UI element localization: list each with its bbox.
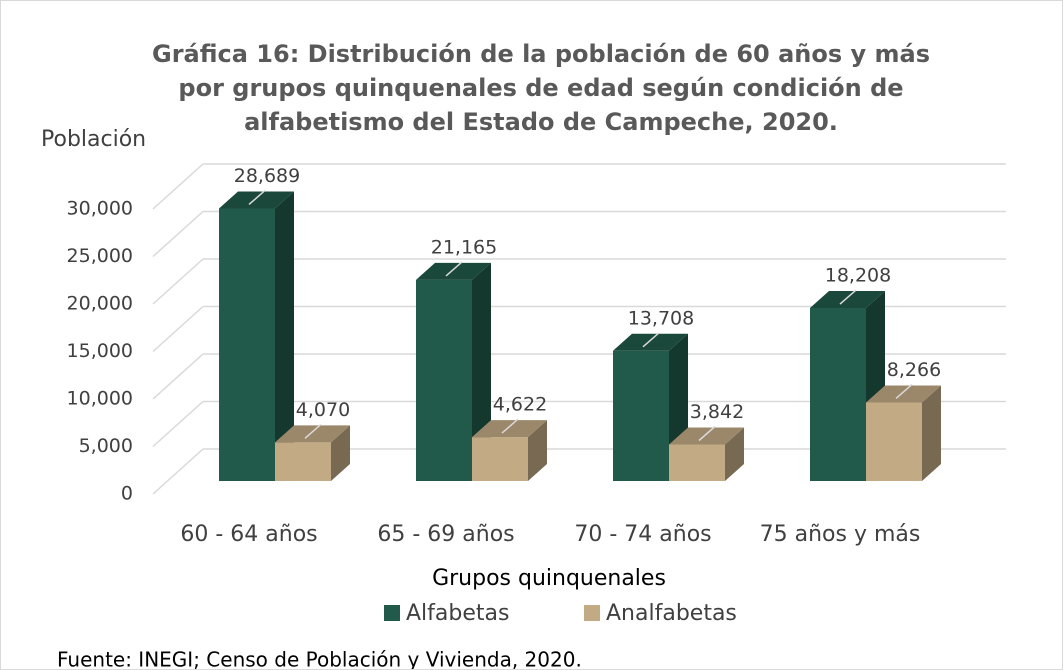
data-label: 21,165 [431, 236, 497, 258]
data-label: 3,842 [690, 401, 744, 423]
x-tick-label: 70 - 74 años [574, 522, 711, 547]
grid-line [152, 448, 204, 495]
grid-line [152, 258, 204, 305]
bar-top [416, 262, 491, 280]
data-label: 28,689 [234, 165, 300, 187]
bar-side [331, 425, 350, 481]
bar-top [669, 427, 744, 445]
data-label: 4,622 [493, 394, 547, 416]
label-leader [895, 383, 913, 400]
source: Fuente: INEGI; Censo de Población y Vivi… [57, 648, 582, 670]
y-axis-label: Población [41, 127, 146, 152]
bar [669, 444, 725, 481]
bar [866, 402, 922, 481]
x-tick-label: 75 años y más [760, 522, 921, 547]
bar-side [922, 385, 941, 481]
data-label: 18,208 [825, 265, 891, 287]
y-tick-label: 15,000 [67, 340, 133, 362]
grid-line [152, 210, 204, 258]
legend-label: Alfabetas [406, 601, 509, 626]
legend-label: Analfabetas [606, 601, 737, 626]
grid-line [152, 400, 204, 448]
chart-title: Gráfica 16: Distribución de la población… [152, 40, 930, 136]
label-leader [642, 332, 660, 348]
y-tick-label: 25,000 [67, 245, 133, 267]
label-leader [501, 418, 519, 434]
bar-side [725, 427, 744, 481]
data-label: 4,070 [296, 399, 350, 421]
legend-swatch [584, 605, 600, 621]
label-leader [304, 423, 322, 439]
x-axis-label: Grupos quinquenales [432, 566, 666, 591]
bar [416, 279, 472, 481]
bar-top [866, 385, 941, 403]
y-tick-label: 10,000 [67, 388, 133, 410]
data-label: 8,266 [887, 359, 941, 381]
bar [275, 442, 331, 481]
y-tick-label: 5,000 [79, 435, 133, 457]
bar-top [613, 333, 688, 351]
bar-top [810, 291, 885, 309]
legend-swatch [384, 605, 400, 621]
label-leader [839, 289, 857, 305]
grid-line [152, 305, 204, 353]
bar [810, 308, 866, 481]
bar [219, 208, 275, 481]
bar [613, 350, 669, 481]
x-tick-label: 60 - 64 años [180, 522, 317, 547]
label-leader [698, 425, 716, 442]
bar-top [219, 191, 294, 209]
bar [472, 437, 528, 481]
label-leader [445, 261, 463, 277]
x-tick-label: 65 - 69 años [377, 522, 514, 547]
grid-line [152, 163, 204, 210]
y-tick-label: 20,000 [67, 293, 133, 315]
bar-side [528, 420, 547, 481]
data-label: 13,708 [628, 307, 694, 329]
grid-line [152, 353, 204, 400]
bar-top [472, 420, 547, 438]
bar-side [275, 191, 294, 481]
label-leader [248, 189, 266, 206]
bar-top [275, 425, 350, 443]
y-tick-label: 30,000 [67, 198, 133, 220]
y-tick-label: 0 [121, 483, 133, 505]
